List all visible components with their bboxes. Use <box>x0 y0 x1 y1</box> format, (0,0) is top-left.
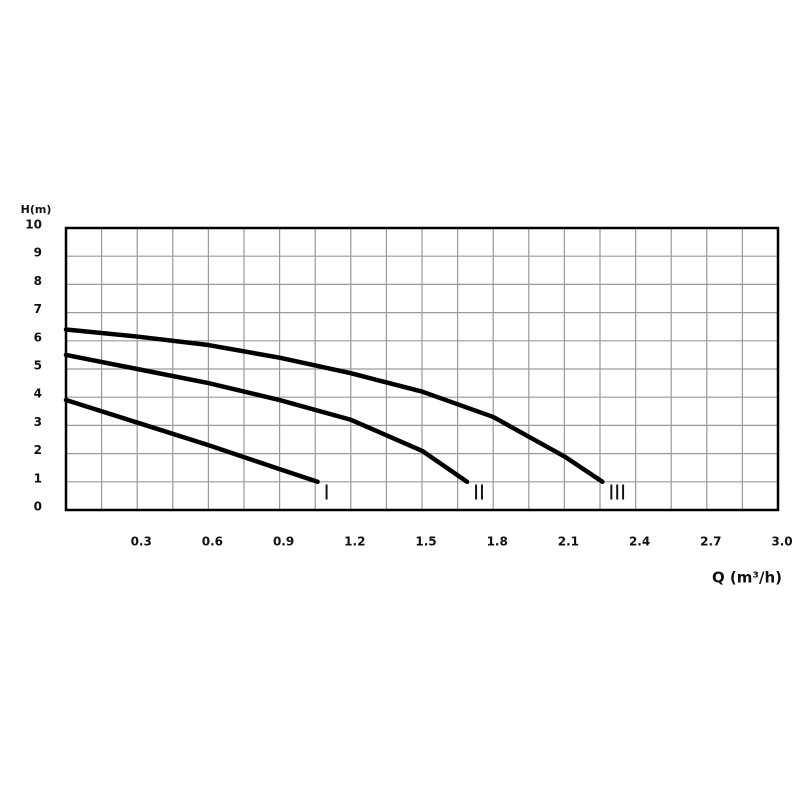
y-axis-label: H(m) <box>21 203 52 216</box>
y-tick-label: 9 <box>34 246 42 260</box>
y-tick-label: 10 <box>25 218 42 232</box>
curve-label: III <box>608 480 626 504</box>
x-tick-label: 2.7 <box>700 535 721 549</box>
x-tick-label: 0.6 <box>202 535 223 549</box>
curve-label: II <box>473 480 485 504</box>
y-tick-label: 5 <box>34 359 42 373</box>
curve-label: I <box>324 480 330 504</box>
curve <box>63 327 605 485</box>
y-tick-label: 7 <box>34 302 42 316</box>
x-tick-label: 1.5 <box>415 535 436 549</box>
y-tick-label: 1 <box>34 471 42 485</box>
plot-frame <box>64 226 780 512</box>
curve <box>63 397 320 485</box>
x-tick-label: 2.4 <box>629 535 650 549</box>
x-tick-label: 1.8 <box>487 535 508 549</box>
y-tick-label: 0 <box>34 500 42 514</box>
y-tick-label: 6 <box>34 330 42 344</box>
x-tick-label: 0.9 <box>273 535 294 549</box>
y-tick-label: 2 <box>34 443 42 457</box>
x-tick-label: 2.1 <box>558 535 579 549</box>
x-axis-label: Q (m³/h) <box>712 569 782 587</box>
curve <box>63 352 470 485</box>
x-tick-label: 1.2 <box>344 535 365 549</box>
y-tick-label: 3 <box>34 415 42 429</box>
y-tick-label: 4 <box>34 387 42 401</box>
x-tick-label: 0.3 <box>131 535 152 549</box>
y-tick-label: 8 <box>34 274 42 288</box>
x-tick-label: 3.0 <box>771 535 792 549</box>
